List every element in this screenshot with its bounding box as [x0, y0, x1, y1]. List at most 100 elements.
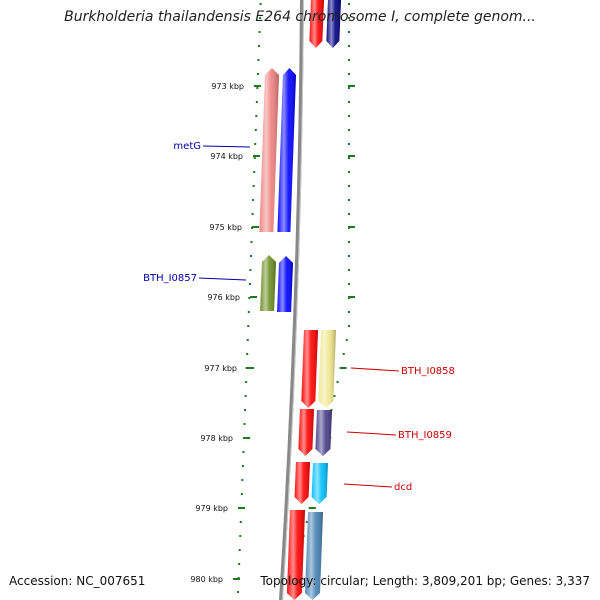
accession-text: Accession: NC_007651	[9, 574, 146, 588]
gene-feature[interactable]	[277, 256, 293, 312]
gene-label-leader	[346, 431, 397, 436]
gene-label-leader	[198, 277, 247, 281]
scale-dot	[348, 185, 350, 187]
scale-dot	[348, 157, 350, 159]
gene-arrow-shading	[311, 463, 328, 504]
scale-dot	[348, 269, 350, 271]
gene-label-leader	[202, 145, 251, 148]
gene-feature[interactable]	[260, 255, 276, 311]
gene-label[interactable]: dcd	[394, 482, 412, 493]
scale-dot	[348, 283, 350, 285]
scale-dot	[256, 73, 259, 75]
gene-arrow-shading	[309, 0, 324, 48]
gene-feature[interactable]	[318, 330, 336, 408]
gene-feature[interactable]	[311, 463, 328, 504]
scale-dot	[245, 367, 248, 369]
scale-dot	[241, 465, 244, 467]
gene-label[interactable]: BTH_I0858	[401, 366, 455, 377]
scale-tick-mark	[243, 437, 250, 439]
scale-tick-mark	[238, 507, 245, 509]
scale-dot	[254, 129, 257, 131]
gene-feature[interactable]	[315, 410, 332, 456]
scale-dot	[348, 213, 350, 215]
scale-dot	[258, 45, 261, 47]
scale-dot	[247, 311, 250, 313]
scale-dot	[348, 87, 350, 89]
scale-dot	[253, 171, 256, 173]
scale-dot	[249, 255, 252, 257]
scale-dot	[242, 451, 245, 453]
gene-arrow-shading	[318, 330, 336, 408]
scale-dot	[238, 563, 241, 565]
gene-arrow-shading	[298, 409, 314, 456]
gene-label-leader	[343, 483, 393, 488]
gene-feature[interactable]	[309, 0, 324, 48]
scale-tick-mark	[247, 367, 254, 369]
scale-dot	[237, 591, 240, 593]
scale-tick-label: 979 kbp	[195, 504, 228, 513]
gene-feature[interactable]	[294, 462, 310, 504]
scale-tick-label: 974 kbp	[210, 152, 243, 161]
scale-dot	[251, 213, 254, 215]
scale-tick-label: 973 kbp	[211, 82, 244, 91]
scale-dot	[243, 423, 246, 425]
scale-dot	[256, 87, 259, 89]
scale-tick-mark	[308, 507, 316, 509]
gene-arrow-shading	[260, 255, 276, 311]
scale-dot	[348, 17, 350, 19]
scale-dot	[259, 17, 262, 19]
scale-dot	[348, 101, 350, 103]
scale-dot	[252, 185, 255, 187]
scale-dot	[239, 535, 242, 537]
scale-dot	[348, 73, 350, 75]
gene-arrow-shading	[301, 330, 318, 408]
scale-ticks: 973 kbp 974 kbp 975 kbp 976 kbp 977 kbp 978 k…	[190, 82, 355, 584]
scale-dot	[348, 199, 350, 201]
scale-tick-mark	[339, 367, 347, 369]
scale-tick-mark	[348, 226, 355, 228]
scale-dot	[348, 31, 350, 33]
gene-feature[interactable]	[259, 68, 279, 232]
scale-dot	[239, 521, 242, 523]
scale-dot	[255, 101, 258, 103]
map-title: Burkholderia thailandensis E264 chromoso…	[64, 9, 536, 25]
gene-feature[interactable]	[326, 0, 341, 48]
scale-tick-label: 978 kbp	[200, 434, 233, 443]
genome-summary: Topology: circular; Length: 3,809,201 bp…	[260, 574, 590, 588]
scale-dot	[348, 59, 350, 61]
scale-dot	[249, 269, 252, 271]
gene-arrow-shading	[315, 410, 332, 456]
scale-tick-mark	[233, 578, 240, 580]
scale-dot	[248, 283, 251, 285]
gene-arrow-shading	[277, 256, 293, 312]
gene-feature[interactable]	[305, 512, 323, 600]
gene-arrow-shading	[294, 462, 310, 504]
gene-feature[interactable]	[298, 409, 314, 456]
gene-feature[interactable]	[277, 68, 296, 232]
gene-arrow-shading	[326, 0, 341, 48]
scale-dot	[336, 381, 339, 383]
gene-feature[interactable]	[286, 510, 305, 600]
gene-label[interactable]: BTH_I0859	[398, 430, 452, 441]
gene-arrow-shading	[259, 68, 279, 232]
scale-dot	[259, 3, 262, 5]
scale-dot	[348, 143, 350, 145]
scale-dot	[252, 199, 255, 201]
scale-tick-mark	[254, 85, 261, 87]
scale-dot	[248, 297, 251, 299]
scale-tick-mark	[253, 155, 260, 157]
gene-label[interactable]: BTH_I0857	[143, 273, 197, 284]
scale-dot	[241, 479, 244, 481]
gene-label[interactable]: metG	[173, 141, 201, 152]
scale-dot	[348, 171, 350, 173]
scale-dot	[342, 353, 345, 355]
scale-dot	[348, 3, 350, 5]
gene-feature[interactable]	[301, 330, 318, 408]
scale-dot	[345, 339, 348, 341]
scale-dot	[348, 241, 350, 243]
scale-dot	[257, 59, 260, 61]
scale-dot	[305, 521, 308, 523]
